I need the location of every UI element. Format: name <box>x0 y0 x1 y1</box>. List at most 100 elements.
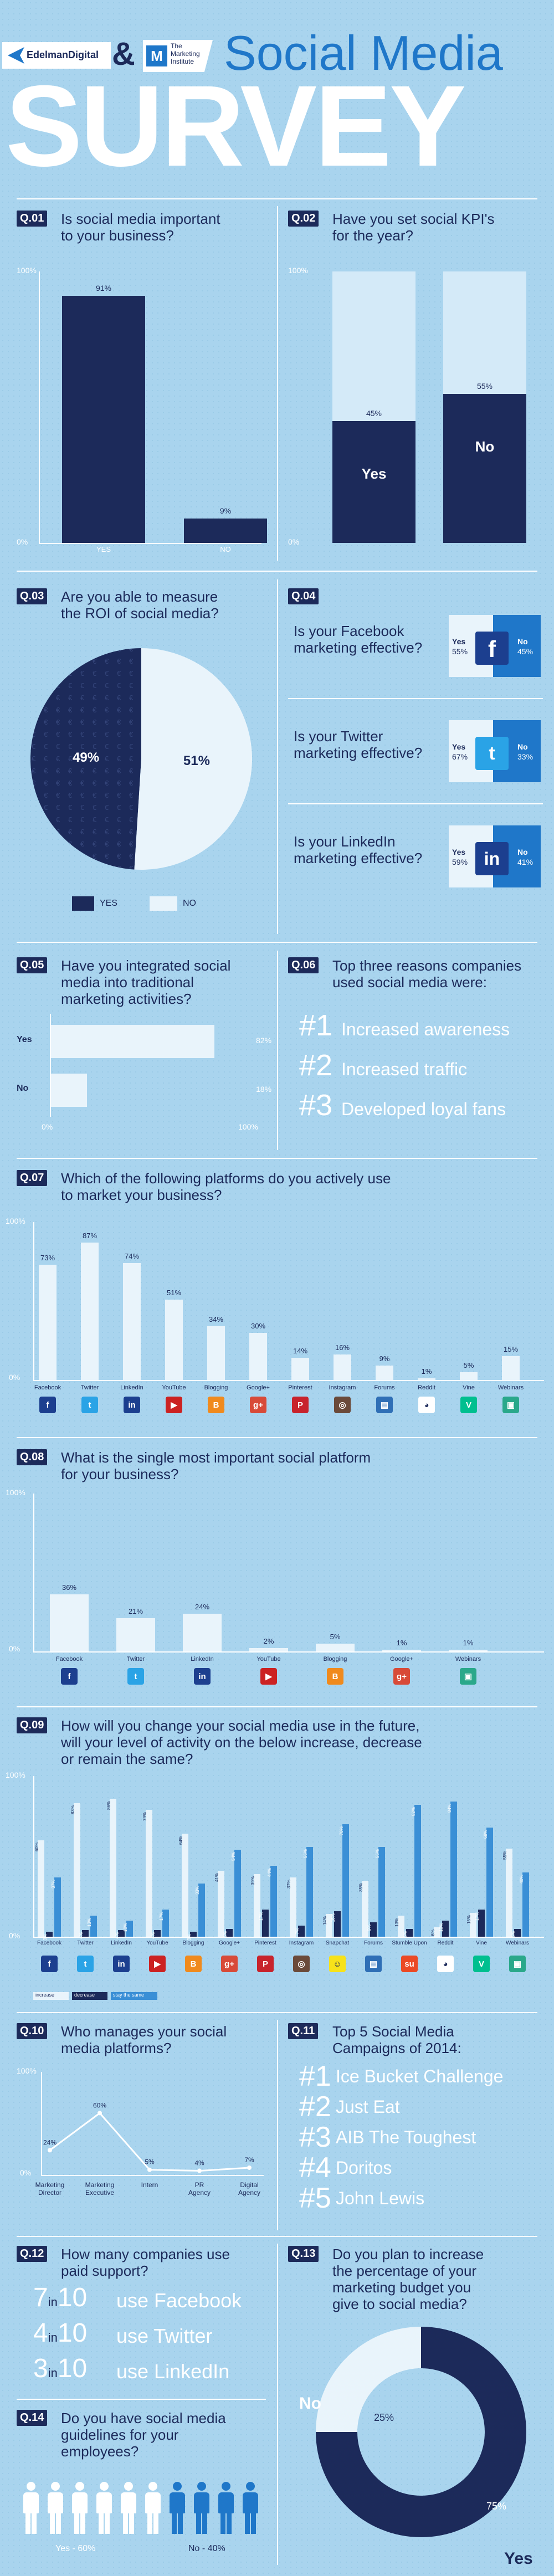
q09-category-label: Blogging <box>182 1940 204 1946</box>
q02-chart: 100% 0% 45% Yes 55% No <box>288 266 537 554</box>
q01-category-label: YES <box>96 545 111 553</box>
q06-reasons: #1 Increased awareness #2 Increased traffi… <box>299 1008 543 1128</box>
person-leg <box>220 2513 225 2534</box>
person-body <box>48 2492 63 2513</box>
q07-category-label: Pinterest <box>288 1384 312 1391</box>
person-body <box>218 2492 234 2513</box>
axis-label-100: 100% <box>6 1771 25 1779</box>
q06-reason: #1 Increased awareness <box>299 1009 510 1042</box>
divider <box>17 1158 537 1159</box>
twitter-icon: t <box>81 1397 98 1413</box>
q10-category-label: PR <box>195 2181 204 2189</box>
youtube-icon: ▶ <box>166 1397 182 1413</box>
q09-bar <box>118 1930 125 1937</box>
person-head <box>148 2482 157 2491</box>
q13-donut-slice <box>316 2327 421 2432</box>
q04-facebook-question: Is your Facebook marketing effective? <box>294 623 423 656</box>
q13-value-label: 75% <box>486 2501 506 2512</box>
q09-bar <box>154 1930 161 1937</box>
q13-category-label: No <box>299 2394 321 2413</box>
q09-bar <box>478 1909 485 1937</box>
q08-question: What is the single most important social… <box>61 1449 371 1482</box>
q10-value-label: 5% <box>145 2158 155 2166</box>
q07-category-label: Webinars <box>497 1384 524 1391</box>
divider <box>277 2020 278 2230</box>
person-icon <box>119 2482 138 2535</box>
q03-question: Are you able to measure the ROI of social… <box>61 588 219 622</box>
person-head <box>124 2482 133 2491</box>
q09-bar <box>126 1921 133 1937</box>
q10-category-label: Marketing <box>35 2181 65 2189</box>
q08-chart: 100% 0% 36% Facebook f 21% Twitter t 24% Linked… <box>6 1488 548 1698</box>
axis-label-0: 0% <box>9 1931 20 1940</box>
person-leg <box>251 2513 256 2534</box>
q06-tag: Q.06 <box>288 957 319 973</box>
person-icon <box>94 2482 114 2535</box>
q12-item: 4in10 use Twitter <box>33 2318 213 2348</box>
q11-question: Top 5 Social Media Campaigns of 2014: <box>332 2023 461 2056</box>
q05-axis <box>50 1014 51 1117</box>
divider <box>17 1437 537 1438</box>
q04-linkedin-question: Is your LinkedIn marketing effective? <box>294 833 423 866</box>
q04-twitter-question: Is your Twitter marketing effective? <box>294 728 423 761</box>
q02-question: Have you set social KPI's for the year? <box>332 211 495 244</box>
q07-category-label: Facebook <box>34 1384 61 1391</box>
q08-category-label: LinkedIn <box>191 1656 214 1662</box>
q08-value-label: 36% <box>61 1583 77 1592</box>
divider <box>277 951 278 1150</box>
axis-label-0: 0% <box>9 1373 20 1382</box>
q09-bar <box>90 1916 97 1937</box>
q08-bar <box>316 1643 355 1651</box>
q09-bar <box>46 1932 53 1937</box>
edelman-logo: EdelmanDigital <box>2 42 111 69</box>
q09-category-label: Vine <box>476 1940 487 1946</box>
q12-question: How many companies use paid support? <box>61 2246 230 2279</box>
q10-value-label: 24% <box>43 2138 57 2146</box>
person-icon <box>167 2482 187 2535</box>
linkedin-icon: in <box>194 1668 211 1685</box>
q05-category-label: No <box>17 1084 29 1093</box>
q09-category-label: YouTube <box>146 1940 168 1946</box>
q09-value-label: 39% <box>250 1876 255 1885</box>
person-leg <box>80 2513 85 2534</box>
q10-value-label: 4% <box>194 2159 204 2167</box>
google-plus-icon: g+ <box>221 1956 238 1972</box>
q11-tag: Q.11 <box>288 2023 319 2039</box>
edelman-brand: EdelmanDigital <box>27 49 99 60</box>
person-icon <box>192 2482 212 2535</box>
q03-slice-label: 49% <box>73 750 99 765</box>
q09-value-label: 40% <box>519 1875 524 1884</box>
q07-category-label: Twitter <box>80 1384 99 1391</box>
reddit-icon: ◕ <box>437 1956 454 1972</box>
q07-value-label: 30% <box>250 1321 266 1330</box>
forums-icon: ▤ <box>376 1397 393 1413</box>
divider <box>288 698 543 699</box>
q13-value-label: 25% <box>374 2412 394 2423</box>
pinterest-icon: P <box>292 1397 309 1413</box>
q09-bar <box>82 1930 89 1937</box>
q09-category-label: Twitter <box>77 1940 94 1946</box>
person-head <box>197 2482 206 2491</box>
q09-bar <box>406 1928 413 1937</box>
title-survey: SURVEY <box>6 62 466 191</box>
q02-heading: Q.02 Have you set social KPI's for the ye… <box>288 211 495 244</box>
q02-bar <box>443 393 526 543</box>
facebook-icon: f <box>475 632 509 665</box>
person-leg <box>105 2513 110 2534</box>
q13-donut: 75% Yes No 25% <box>299 2327 533 2568</box>
person-head <box>51 2482 60 2491</box>
q11-campaign: #5 John Lewis <box>299 2182 425 2214</box>
q09-bar <box>218 1871 224 1937</box>
person-icon <box>143 2482 163 2535</box>
q11-campaigns: #1 Ice Bucket Challenge #2 Just Eat #3 AIB … <box>299 2060 543 2214</box>
pinterest-icon: P <box>257 1956 274 1972</box>
blogging-icon: B <box>208 1397 224 1413</box>
legend-yes-label: YES <box>100 899 118 908</box>
q09-value-label: 37% <box>51 1879 56 1889</box>
q08-value-label: 1% <box>463 1639 474 1648</box>
q04-tag: Q.04 <box>288 588 319 604</box>
person-icon <box>216 2482 236 2535</box>
q04-linkedin-yes-box: Yes 59% <box>449 825 493 887</box>
facebook-icon: f <box>41 1956 58 1972</box>
